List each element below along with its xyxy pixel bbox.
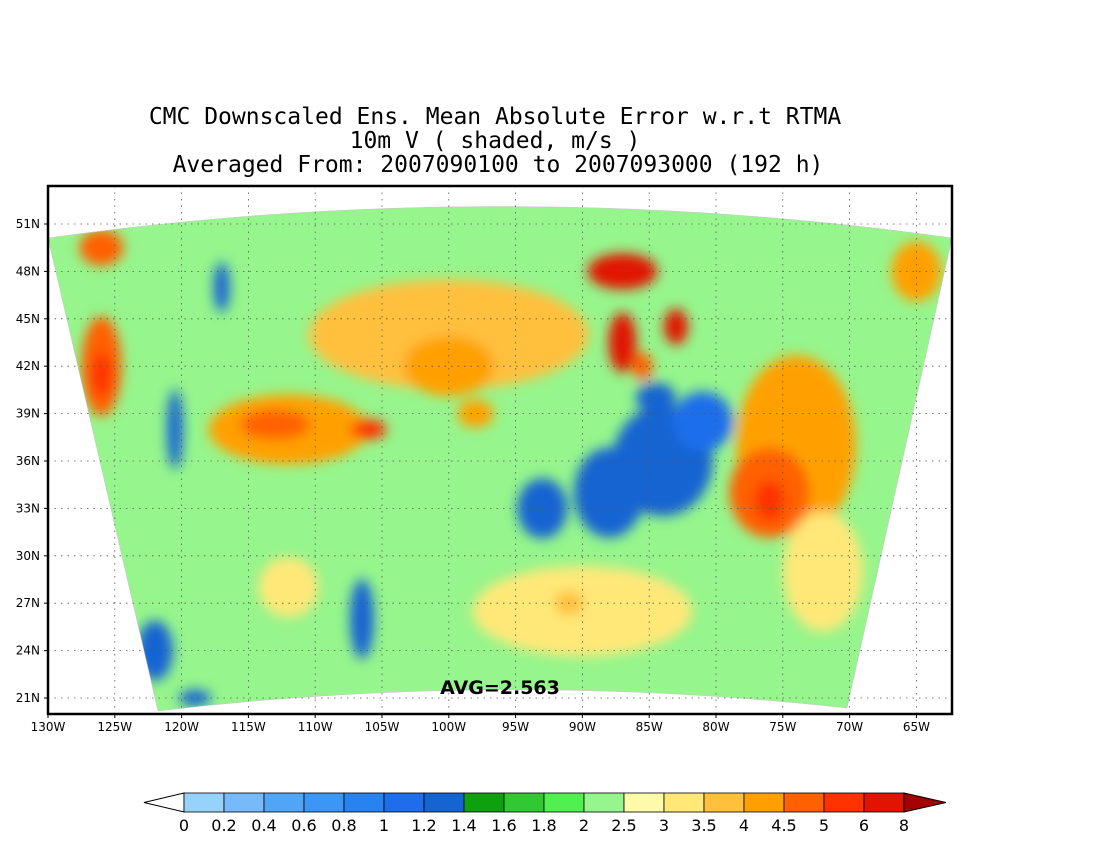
- lon-tick-label: 125W: [97, 720, 132, 734]
- colorbar-label: 0.8: [331, 816, 356, 835]
- error-region: [472, 566, 693, 657]
- average-label: AVG=2.563: [440, 677, 560, 699]
- colorbar-swatch: [183, 792, 225, 813]
- lon-tick-label: 95W: [502, 720, 529, 734]
- error-region: [782, 511, 863, 632]
- colorbar-swatch: [343, 792, 385, 813]
- colorbar-label: 1.8: [531, 816, 556, 835]
- lat-tick-label: 48N: [16, 264, 40, 278]
- title-line-2: 10m V ( shaded, m/s ): [350, 128, 641, 154]
- map-grid: [44, 186, 952, 718]
- error-region: [91, 352, 112, 397]
- lon-tick-label: 90W: [569, 720, 596, 734]
- lon-tick-label: 110W: [298, 720, 333, 734]
- colorbar-label: 4.5: [771, 816, 796, 835]
- colorbar-label: 0.2: [211, 816, 236, 835]
- lat-tick-label: 21N: [16, 691, 40, 705]
- lon-tick-label: 65W: [903, 720, 930, 734]
- colorbar-swatch: [743, 792, 785, 813]
- lat-tick-label: 36N: [16, 454, 40, 468]
- error-region: [178, 690, 211, 706]
- colorbar-over-arrow: [903, 792, 947, 813]
- error-region: [349, 579, 374, 659]
- lon-tick-label: 130W: [31, 720, 66, 734]
- colorbar-under-arrow: [143, 792, 185, 813]
- colorbar-swatch: [383, 792, 425, 813]
- lat-tick-label: 45N: [16, 312, 40, 326]
- colorbar: 0 0.2 0.4 0.6 0.8 1 1.2 1.4 1.6 1.8 2 2.5 3 3.5 4 4.5 5 6…: [143, 792, 947, 835]
- colorbar-swatch: [703, 792, 745, 813]
- error-region: [672, 391, 733, 452]
- lat-tick-label: 42N: [16, 359, 40, 373]
- colorbar-label: 0.6: [291, 816, 316, 835]
- error-region: [240, 409, 311, 440]
- colorbar-swatch: [463, 792, 505, 813]
- colorbar-label: 4: [739, 816, 749, 835]
- colorbar-swatch: [623, 792, 665, 813]
- lon-tick-label: 120W: [164, 720, 199, 734]
- longitude-labels: 130W 125W 120W 115W 110W 105W 100W 95W 90W 85W 80W…: [31, 720, 930, 734]
- colorbar-swatch: [543, 792, 585, 813]
- colorbar-label: 2: [579, 816, 589, 835]
- error-region: [308, 279, 589, 390]
- colorbar-swatch: [823, 792, 865, 813]
- lon-tick-label: 100W: [431, 720, 466, 734]
- error-region: [350, 419, 387, 440]
- lon-tick-label: 75W: [769, 720, 796, 734]
- colorbar-label: 3: [659, 816, 669, 835]
- error-region: [632, 352, 653, 381]
- lat-tick-label: 27N: [16, 596, 40, 610]
- colorbar-swatch: [583, 792, 625, 813]
- error-region: [635, 382, 676, 413]
- colorbar-label: 6: [859, 816, 869, 835]
- colorbar-swatch: [223, 792, 265, 813]
- error-region: [457, 399, 494, 428]
- error-region: [79, 229, 124, 266]
- lat-tick-label: 30N: [16, 549, 40, 563]
- lat-tick-label: 39N: [16, 407, 40, 421]
- colorbar-label: 2.5: [611, 816, 636, 835]
- colorbar-label: 1.6: [491, 816, 516, 835]
- colorbar-label: 1.4: [451, 816, 476, 835]
- colorbar-swatch: [423, 792, 465, 813]
- error-region: [258, 557, 319, 618]
- lon-tick-label: 115W: [231, 720, 266, 734]
- lat-tick-label: 24N: [16, 644, 40, 658]
- colorbar-swatch: [503, 792, 545, 813]
- error-region: [587, 253, 658, 290]
- error-region: [166, 389, 183, 470]
- colorbar-swatch: [863, 792, 905, 813]
- colorbar-label: 0: [179, 816, 189, 835]
- colorbar-label: 0.4: [251, 816, 276, 835]
- latitude-labels: 51N 48N 45N 42N 39N 36N 33N 30N 27N 24N 21N: [16, 217, 40, 705]
- lat-tick-label: 51N: [16, 217, 40, 231]
- shaded-field: [48, 206, 952, 711]
- map-frame: [46, 184, 954, 716]
- error-region: [754, 480, 785, 521]
- error-region: [213, 262, 230, 313]
- title-line-1: CMC Downscaled Ens. Mean Absolute Error …: [149, 104, 842, 130]
- colorbar-label: 5: [819, 816, 829, 835]
- colorbar-label: 8: [899, 816, 909, 835]
- colorbar-swatch: [783, 792, 825, 813]
- error-region: [608, 312, 637, 373]
- error-region: [403, 336, 494, 397]
- title-line-3: Averaged From: 2007090100 to 2007093000 …: [173, 152, 824, 178]
- lon-tick-label: 70W: [836, 720, 863, 734]
- lon-tick-label: 85W: [636, 720, 663, 734]
- colorbar-swatch: [663, 792, 705, 813]
- lon-tick-label: 80W: [702, 720, 729, 734]
- colorbar-swatch: [263, 792, 305, 813]
- colorbar-swatch: [303, 792, 345, 813]
- error-region: [663, 308, 688, 345]
- lon-tick-label: 105W: [365, 720, 400, 734]
- colorbar-label: 1.2: [411, 816, 436, 835]
- colorbar-label: 3.5: [691, 816, 716, 835]
- lat-tick-label: 33N: [16, 501, 40, 515]
- colorbar-label: 1: [379, 816, 389, 835]
